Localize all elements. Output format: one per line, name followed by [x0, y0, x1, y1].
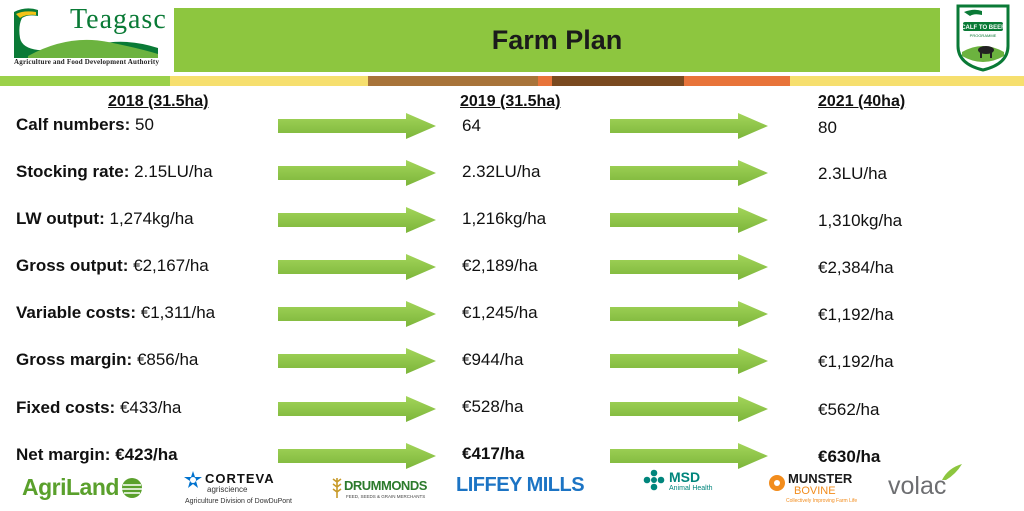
value-2021: 2.3LU/ha	[818, 164, 887, 183]
value-2018: €433/ha	[119, 398, 182, 417]
value-2019: 64	[462, 116, 481, 135]
sponsor-agriland: AgriLand	[22, 474, 143, 501]
row-label-lw-output: LW output: 1,274kg/ha	[16, 209, 194, 228]
right-arrow-icon	[610, 396, 768, 422]
column-header-2021: 2021 (40ha)	[818, 93, 906, 110]
column-header-2018: 2018 (31.5ha)	[108, 93, 209, 110]
teagasc-wordmark: Teagasc	[70, 4, 167, 35]
right-arrow-icon	[278, 396, 436, 422]
value-2018: 50	[135, 115, 154, 134]
value-2019: €417/ha	[462, 444, 525, 463]
value-2021: €630/ha	[818, 447, 881, 466]
sponsor-volac: volac	[888, 462, 968, 502]
right-arrow-icon	[278, 160, 436, 186]
right-arrow-icon	[610, 348, 768, 374]
teagasc-tagline: Agriculture and Food Development Authori…	[14, 58, 160, 66]
drummonds-wheat-icon	[332, 478, 342, 498]
value-2018: €2,167/ha	[133, 256, 209, 275]
value-2021: 80	[818, 118, 837, 137]
row-label-gross-output: Gross output: €2,167/ha	[16, 256, 209, 275]
teagasc-logo	[14, 8, 158, 58]
value-2019: 2.32LU/ha	[462, 162, 541, 181]
right-arrow-icon	[610, 160, 768, 186]
column-header-2019: 2019 (31.5ha)	[460, 93, 561, 110]
right-arrow-icon	[610, 207, 768, 233]
title-banner: Farm Plan	[174, 8, 940, 72]
right-arrow-icon	[610, 254, 768, 280]
right-arrow-icon	[610, 301, 768, 327]
calf-to-beef-badge: CALF TO BEEF PROGRAMME	[956, 4, 1010, 72]
page-title: Farm Plan	[491, 24, 623, 55]
value-2018: 1,274kg/ha	[109, 209, 194, 228]
agriland-globe-icon	[121, 477, 142, 498]
row-label-stocking-rate: Stocking rate: 2.15LU/ha	[16, 162, 213, 181]
value-2021: €1,192/ha	[818, 352, 894, 371]
color-stripe	[0, 76, 1024, 86]
value-2018: €856/ha	[136, 350, 199, 369]
sponsor-corteva: CORTEVA agriscience Agriculture Division…	[184, 471, 292, 505]
badge-subtitle: PROGRAMME	[970, 33, 997, 38]
right-arrow-icon	[278, 113, 436, 139]
sponsor-liffey-mills: LIFFEY MILLS	[456, 474, 585, 496]
right-arrow-icon	[278, 348, 436, 374]
arrow-row-1	[278, 113, 768, 139]
value-2018: 2.15LU/ha	[134, 162, 213, 181]
right-arrow-icon	[278, 254, 436, 280]
value-2019: €1,245/ha	[462, 303, 538, 322]
msd-mark-icon	[643, 469, 665, 491]
value-2019: €944/ha	[462, 350, 524, 369]
corteva-mark-icon	[184, 471, 202, 488]
value-2021: €1,192/ha	[818, 305, 894, 324]
value-2021: €2,384/ha	[818, 258, 894, 277]
value-2019: €2,189/ha	[462, 256, 538, 275]
right-arrow-icon	[610, 443, 768, 469]
value-2018: €423/ha	[115, 445, 178, 464]
munster-mark-icon	[769, 475, 785, 491]
row-label-variable-costs: Variable costs: €1,311/ha	[16, 303, 216, 322]
value-2019: €528/ha	[462, 397, 524, 416]
row-label-fixed-costs: Fixed costs: €433/ha	[16, 398, 182, 417]
sponsor-drummonds: DRUMMONDS FEED, SEEDS & GRAIN MERCHANTS	[330, 474, 434, 506]
value-2021: €562/ha	[818, 400, 880, 419]
right-arrow-icon	[278, 443, 436, 469]
right-arrow-icon	[278, 301, 436, 327]
row-label-calf-numbers: Calf numbers: 50	[16, 115, 154, 134]
sponsor-msd: MSD Animal Health	[643, 467, 733, 499]
sponsor-munster-bovine: MUNSTER BOVINE Collectively Improving Fa…	[768, 470, 868, 506]
value-2019: 1,216kg/ha	[462, 209, 547, 228]
value-2018: €1,311/ha	[140, 303, 216, 322]
right-arrow-icon	[278, 207, 436, 233]
value-2021: 1,310kg/ha	[818, 211, 903, 230]
row-label-gross-margin: Gross margin: €856/ha	[16, 350, 199, 369]
row-label-net-margin: Net margin: €423/ha	[16, 445, 178, 464]
badge-title: CALF TO BEEF	[961, 25, 1005, 31]
right-arrow-icon	[610, 113, 768, 139]
volac-leaf-icon	[942, 464, 962, 480]
